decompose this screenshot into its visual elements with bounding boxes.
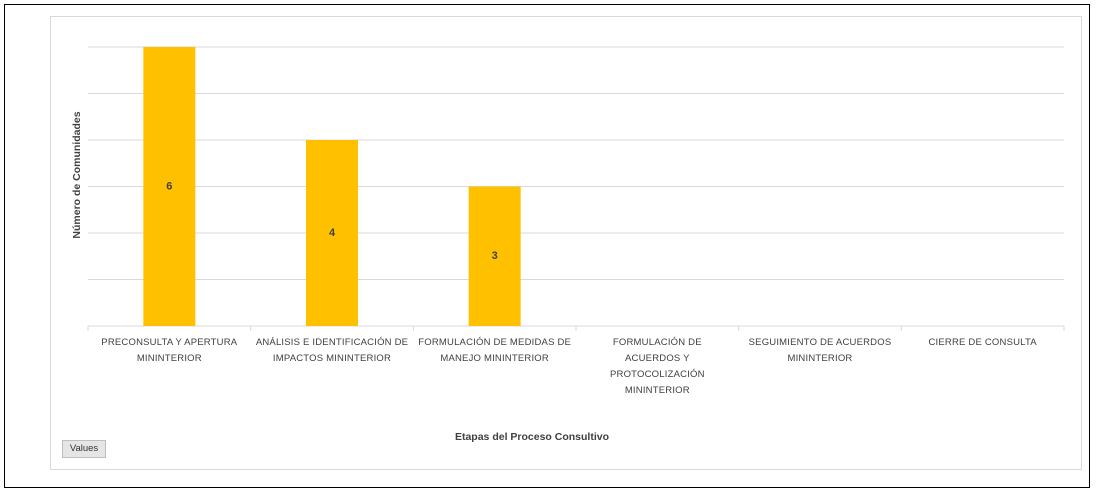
x-axis-label: Etapas del Proceso Consultivo: [455, 431, 609, 443]
bar: [143, 47, 196, 326]
chart-area: [50, 16, 1082, 470]
values-button[interactable]: Values: [62, 440, 106, 458]
x-tick-label: CIERRE DE CONSULTA: [928, 337, 1037, 348]
data-label: 6: [166, 180, 172, 192]
x-tick-label: FORMULACIÓN DE ACUERDOS Y PROTOCOLIZACIÓ…: [609, 337, 705, 396]
y-axis-label: Número de Comunidades: [71, 111, 83, 238]
bar: [306, 140, 358, 326]
bar: [468, 186, 521, 326]
x-tick-label: ANÁLISIS E IDENTIFICACIÓN DE IMPACTOS MI…: [255, 337, 409, 364]
x-tick-label: SEGUIMIENTO DE ACUERDOS MININTERIOR: [748, 337, 892, 364]
frame: [4, 4, 1090, 488]
x-tick-label: FORMULACIÓN DE MEDIDAS DE MANEJO MININTE…: [418, 337, 572, 364]
data-label: 3: [492, 250, 498, 262]
x-tick-label: PRECONSULTA Y APERTURA MININTERIOR: [101, 337, 238, 364]
data-label: 4: [329, 227, 336, 239]
